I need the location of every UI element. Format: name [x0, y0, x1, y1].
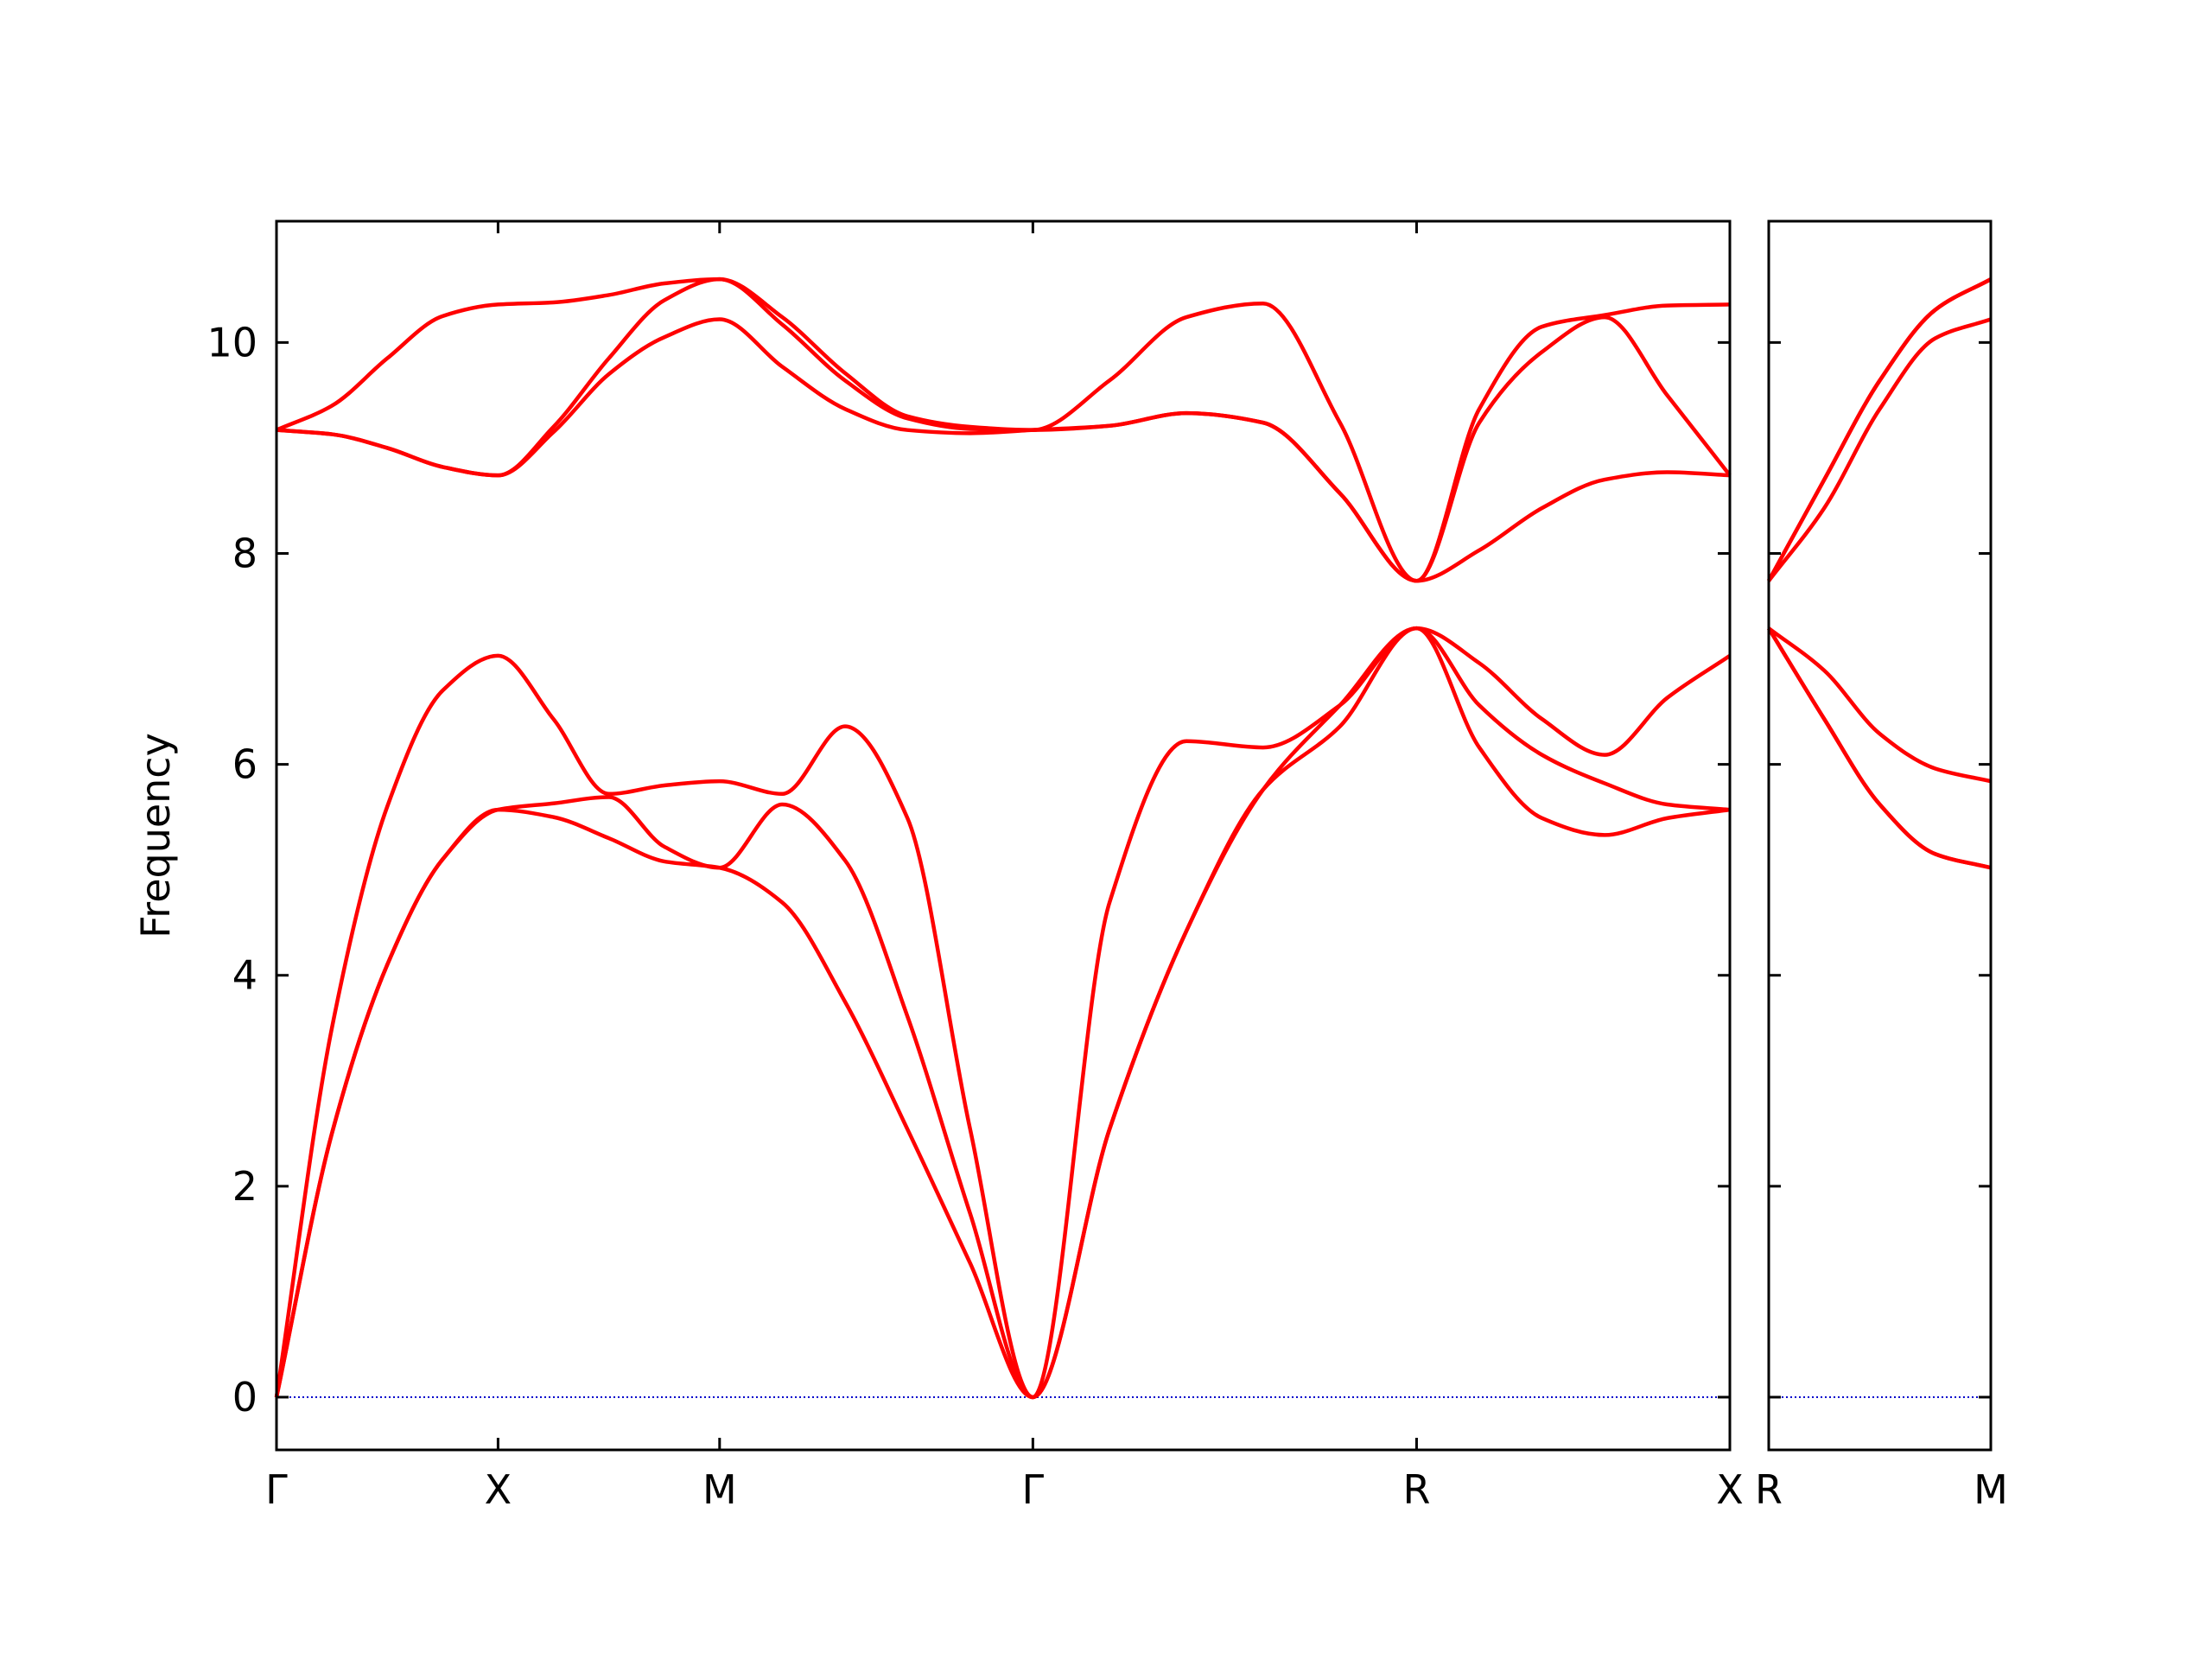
- band-line: [1767, 277, 1993, 582]
- plot-frame: [1767, 219, 1993, 1452]
- x-tick-label: R: [1402, 1466, 1430, 1513]
- x-tick-label: R: [1755, 1466, 1783, 1513]
- band-line: [1767, 317, 1992, 582]
- plot-frame: [275, 219, 1732, 1452]
- y-axis-label: Frequency: [132, 733, 179, 938]
- y-tick-label: 2: [232, 1163, 257, 1210]
- band-line: [274, 626, 1731, 1400]
- y-tick-label: 0: [232, 1374, 257, 1421]
- band-line: [276, 276, 1731, 583]
- x-tick-label: X: [485, 1466, 512, 1513]
- x-tick-label: Γ: [265, 1466, 288, 1513]
- band-line: [274, 626, 1731, 1400]
- y-tick-label: 10: [207, 319, 257, 365]
- band-line: [1767, 626, 1992, 870]
- band-line: [1767, 626, 1992, 784]
- x-tick-label: Γ: [1022, 1466, 1045, 1513]
- y-tick-label: 8: [232, 530, 257, 576]
- y-tick-label: 6: [232, 741, 257, 788]
- band-line: [274, 626, 1732, 1400]
- x-tick-label: M: [702, 1466, 737, 1513]
- band-line: [276, 317, 1731, 583]
- x-tick-label: M: [1974, 1466, 2008, 1513]
- band-line: [1767, 626, 1992, 870]
- y-tick-label: 4: [232, 952, 257, 999]
- x-tick-label: X: [1716, 1466, 1744, 1513]
